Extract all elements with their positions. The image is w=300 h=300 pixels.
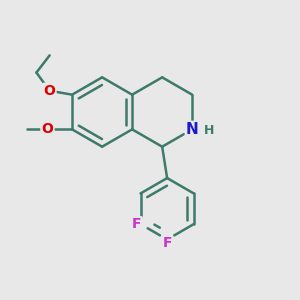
Text: F: F xyxy=(162,236,172,250)
Text: H: H xyxy=(204,124,214,137)
Text: N: N xyxy=(186,122,199,137)
Text: O: O xyxy=(44,84,56,98)
Text: O: O xyxy=(41,122,53,136)
Text: F: F xyxy=(132,217,141,231)
